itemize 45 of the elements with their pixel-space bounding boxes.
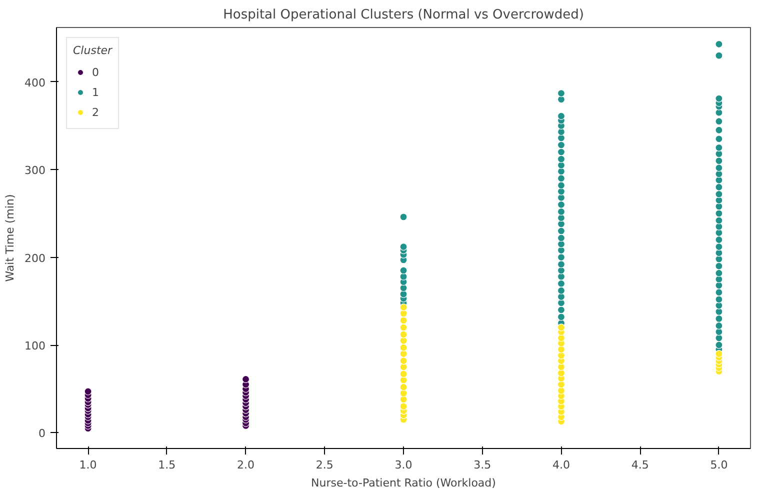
legend-label: 0 bbox=[92, 66, 100, 78]
y-tick-label: 100 bbox=[24, 340, 46, 353]
x-tick-label: 1.0 bbox=[79, 458, 97, 472]
point bbox=[557, 346, 566, 354]
point bbox=[242, 375, 250, 384]
point bbox=[400, 303, 408, 312]
x-tick-label: 2.5 bbox=[316, 458, 334, 472]
point bbox=[84, 388, 92, 396]
legend-label: 1 bbox=[92, 86, 100, 98]
x-tick-label: 3.5 bbox=[474, 458, 492, 472]
x-tick-label: 3.0 bbox=[394, 458, 412, 472]
point bbox=[557, 369, 566, 377]
x-tick-label: 4.5 bbox=[631, 458, 649, 472]
point bbox=[557, 324, 566, 332]
legend-title: Cluster bbox=[73, 44, 112, 57]
point bbox=[400, 363, 408, 371]
point bbox=[400, 336, 408, 344]
point bbox=[400, 370, 408, 378]
y-tick-label: 200 bbox=[24, 252, 46, 265]
x-tick-label: 4.0 bbox=[552, 458, 570, 472]
point bbox=[557, 386, 566, 394]
point bbox=[400, 402, 408, 410]
point bbox=[400, 330, 408, 338]
point bbox=[400, 376, 408, 384]
y-tick-label: 300 bbox=[24, 164, 46, 178]
point bbox=[400, 310, 408, 318]
x-tick-label: 2.0 bbox=[237, 458, 255, 472]
y-axis-title: Wait Time (min) bbox=[4, 194, 17, 282]
point bbox=[557, 334, 566, 342]
legend-label: 2 bbox=[92, 106, 100, 118]
point bbox=[400, 324, 408, 332]
point bbox=[557, 380, 566, 388]
y-tick-label: 400 bbox=[24, 76, 46, 90]
point bbox=[557, 352, 566, 360]
chart-title: Hospital Operational Clusters (Normal vs Overcrowded) bbox=[223, 8, 584, 22]
x-tick-label: 5.0 bbox=[710, 458, 728, 472]
point bbox=[715, 350, 723, 358]
y-tick-label: 0 bbox=[38, 427, 46, 440]
point bbox=[400, 316, 408, 324]
point bbox=[400, 344, 408, 352]
x-tick-label: 1.5 bbox=[158, 458, 176, 472]
point bbox=[400, 383, 408, 391]
point bbox=[557, 363, 566, 371]
x-axis-title: Nurse-to-Patient Ratio (Workload) bbox=[311, 476, 496, 490]
point bbox=[400, 357, 408, 365]
